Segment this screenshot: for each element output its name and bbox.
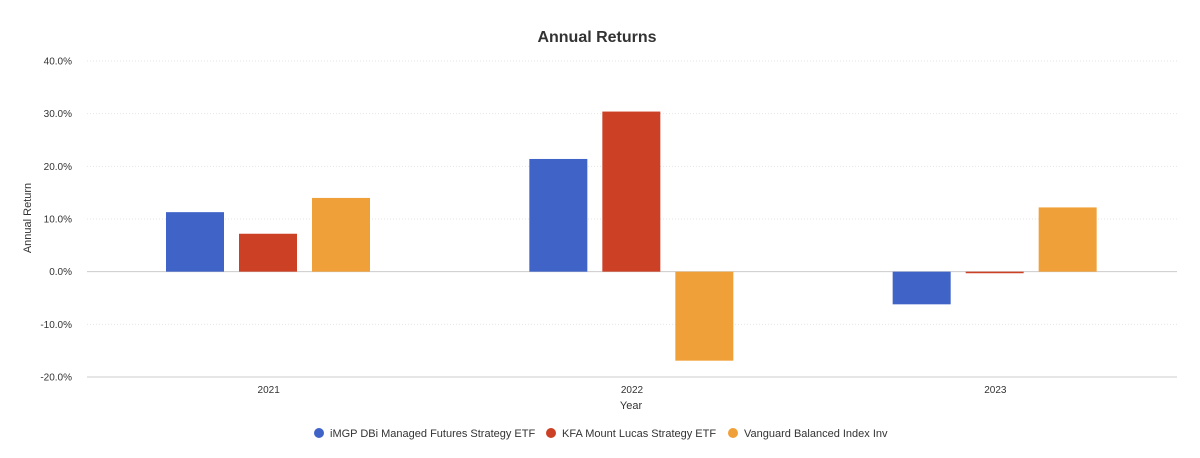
y-tick-label: 0.0% xyxy=(49,267,72,278)
y-tick-label: 30.0% xyxy=(44,109,72,120)
y-tick-label: -20.0% xyxy=(40,373,72,384)
bar[interactable] xyxy=(892,271,951,305)
x-axis-ticks: 2021 2022 2023 xyxy=(258,385,1007,396)
y-tick-label: -10.0% xyxy=(40,320,72,331)
x-tick-label: 2021 xyxy=(258,385,281,396)
bar[interactable] xyxy=(239,233,297,272)
legend-item-label[interactable]: Vanguard Balanced Index Inv xyxy=(744,428,888,440)
y-tick-label: 20.0% xyxy=(44,162,72,173)
x-tick-label: 2022 xyxy=(621,385,644,396)
y-tick-label: 10.0% xyxy=(44,215,72,226)
bar[interactable] xyxy=(166,212,224,272)
bar[interactable] xyxy=(965,271,1024,274)
bar[interactable] xyxy=(529,158,588,272)
x-axis-label: Year xyxy=(620,400,643,412)
legend-item-label[interactable]: KFA Mount Lucas Strategy ETF xyxy=(562,428,716,440)
y-axis-ticks: 40.0% 30.0% 20.0% 10.0% 0.0% -10.0% -20.0% xyxy=(40,57,72,384)
bar[interactable] xyxy=(1038,207,1097,272)
legend-swatch xyxy=(314,428,324,438)
legend: iMGP DBi Managed Futures Strategy ETF KFA… xyxy=(314,428,888,440)
chart-title: Annual Returns xyxy=(537,29,656,46)
y-axis-label: Annual Return xyxy=(22,183,34,253)
legend-swatch xyxy=(546,428,556,438)
legend-swatch xyxy=(728,428,738,438)
bar[interactable] xyxy=(675,271,734,361)
legend-item-label[interactable]: iMGP DBi Managed Futures Strategy ETF xyxy=(330,428,535,440)
bar[interactable] xyxy=(312,197,370,272)
bar[interactable] xyxy=(602,111,661,272)
x-tick-label: 2023 xyxy=(984,385,1007,396)
bars xyxy=(166,111,1097,361)
y-tick-label: 40.0% xyxy=(44,57,72,68)
